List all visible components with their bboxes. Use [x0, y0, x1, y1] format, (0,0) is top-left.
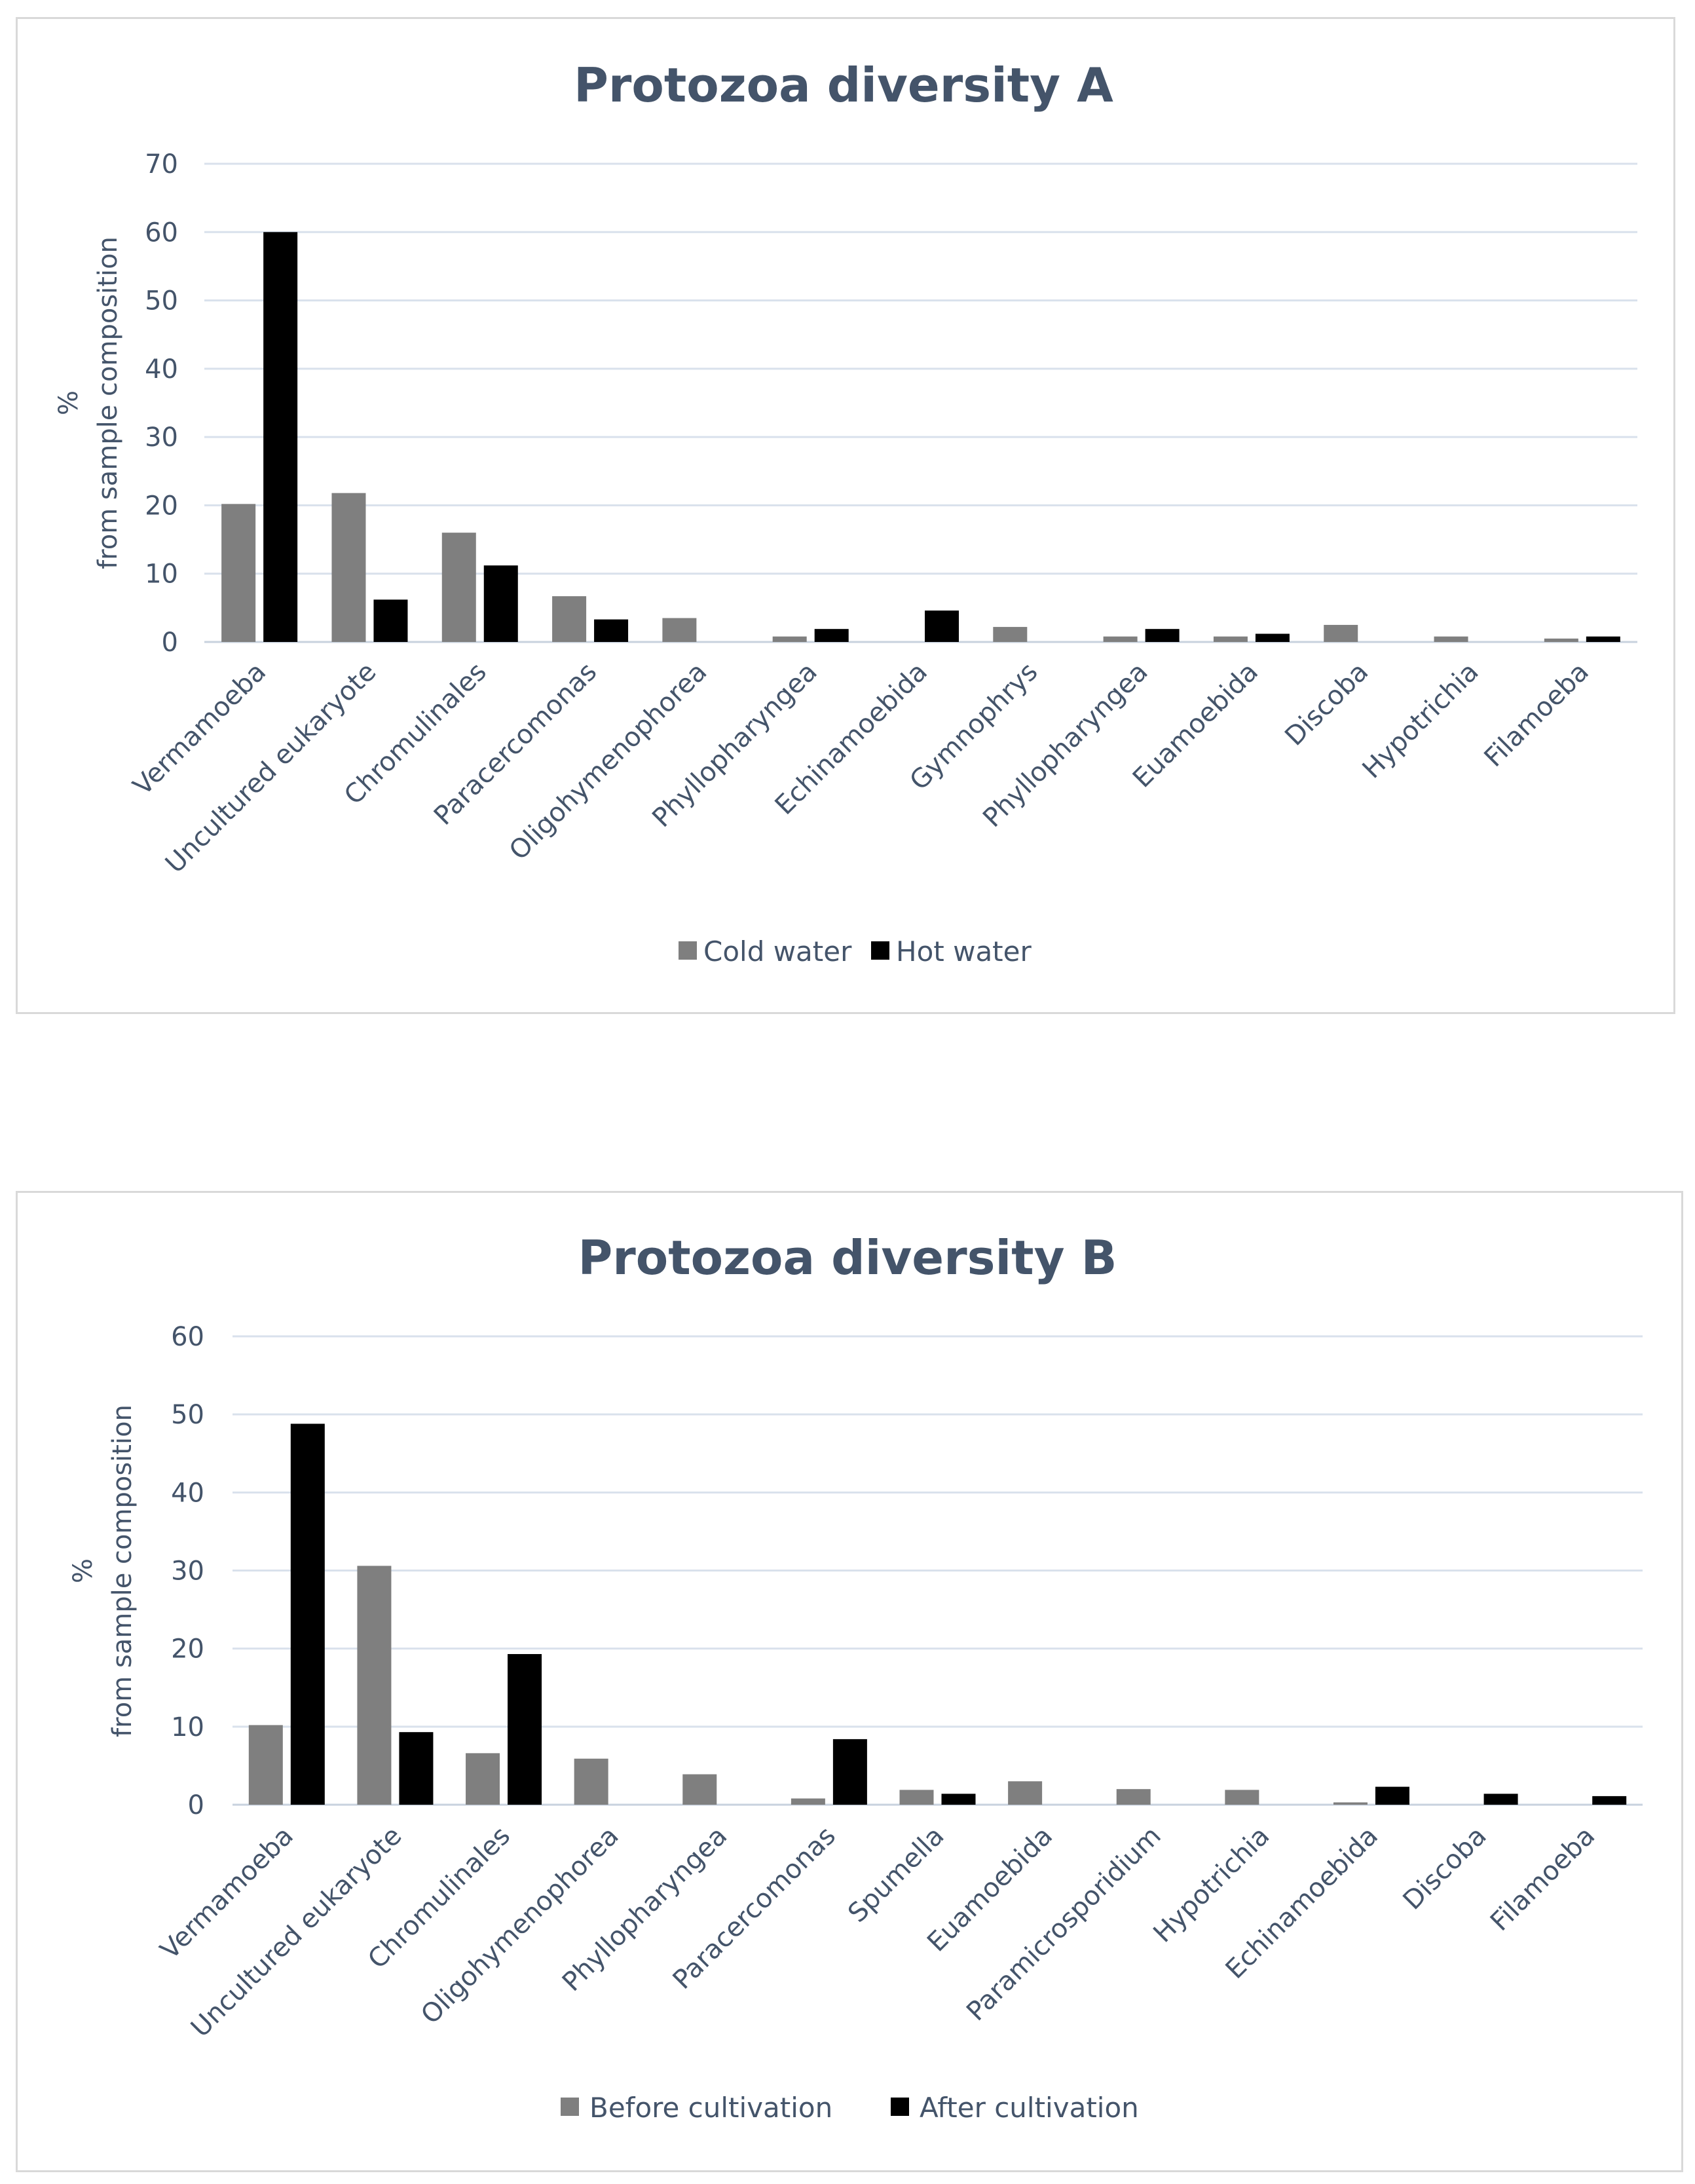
chart-a-y-tick-label: 70: [145, 149, 178, 179]
chart-a-bar-series1: [1103, 636, 1138, 642]
chart-a-y-tick-label: 40: [145, 354, 178, 385]
chart-a-bar-series2: [373, 599, 408, 642]
chart-a-bar-series1: [331, 493, 366, 642]
chart-b-bar-series1: [791, 1798, 825, 1805]
chart-b-bar-series2: [399, 1732, 434, 1805]
chart-b-y-axis-title-line2: from sample composition: [107, 1404, 138, 1737]
chart-a: Protozoa diversity A 0 10 20 30 40 50 60 70% from…: [54, 58, 1637, 968]
chart-b-bar-series1: [466, 1753, 500, 1805]
chart-b-bar-series1: [1225, 1790, 1259, 1805]
chart-b-y-tick-label: 30: [171, 1556, 204, 1587]
chart-a-y-tick-label: 50: [145, 286, 178, 316]
chart-b-bar-series1: [248, 1725, 283, 1805]
chart-a-bar-series1: [662, 618, 697, 642]
chart-b-bar-series1: [574, 1758, 608, 1805]
chart-a-bar-series1: [1324, 624, 1358, 642]
chart-a-title: Protozoa diversity A: [574, 58, 1113, 113]
chart-b-bar-series2: [290, 1423, 325, 1805]
chart-b-bar-series1: [682, 1774, 717, 1805]
chart-a-legend-label: Hot water: [896, 935, 1032, 968]
chart-b-bar-series2: [1375, 1786, 1409, 1805]
chart-b-legend-swatch: [891, 2098, 909, 2116]
chart-a-bar-series2: [1145, 629, 1180, 642]
chart-b-y-tick-label: 60: [171, 1322, 204, 1352]
chart-b-category-label: Uncultured eukaryote: [185, 1821, 408, 2044]
chart-b-bar-series2: [832, 1739, 867, 1805]
chart-b-bar-series2: [941, 1794, 976, 1805]
chart-a-y-axis-title-line1: %: [54, 390, 84, 415]
chart-b-y-axis-title-line1: %: [68, 1558, 98, 1583]
chart-a-bar-series2: [263, 232, 298, 642]
chart-b-bar-series1: [1008, 1781, 1043, 1805]
chart-a-legend-swatch: [679, 941, 697, 960]
chart-a-bar-series2: [1586, 636, 1620, 642]
chart-a-bar-series1: [221, 504, 256, 642]
chart-a-y-axis-title-line2: from sample composition: [93, 236, 123, 569]
chart-b-legend-swatch: [561, 2098, 579, 2116]
chart-a-bar-series1: [552, 596, 587, 642]
chart-b-y-tick-label: 50: [171, 1400, 204, 1430]
chart-b-category-label: Filamoeba: [1485, 1821, 1601, 1937]
chart-b-category-label: Oligohymenophorea: [415, 1821, 625, 2031]
chart-a-bar-series2: [925, 611, 959, 642]
chart-b-y-tick-label: 40: [171, 1478, 204, 1508]
chart-a-bar-series2: [1255, 633, 1290, 642]
chart-b-y-tick-label: 20: [171, 1634, 204, 1665]
chart-b-category-label: Paramicrosporidium: [961, 1821, 1167, 2027]
chart-b-y-tick-label: 10: [171, 1712, 204, 1742]
chart-b-bar-series1: [1116, 1789, 1151, 1805]
chart-b-bar-series2: [1483, 1794, 1518, 1805]
chart-b-category-label: Spumella: [842, 1821, 950, 1929]
chart-b-legend-label: Before cultivation: [589, 2092, 832, 2124]
chart-a-bar-series1: [1213, 636, 1248, 642]
chart-a-legend-label: Cold water: [703, 935, 852, 968]
chart-a-y-tick-label: 10: [145, 559, 178, 590]
chart-b-bar-series1: [1333, 1802, 1368, 1805]
chart-a-bar-series1: [993, 627, 1028, 642]
chart-b-bar-series2: [508, 1654, 542, 1805]
chart-a-bar-series1: [1434, 636, 1468, 642]
chart-b-bar-series1: [899, 1790, 934, 1805]
chart-b-title: Protozoa diversity B: [578, 1230, 1117, 1285]
chart-a-y-tick-label: 30: [145, 423, 178, 453]
chart-b-legend-label: After cultivation: [920, 2092, 1139, 2124]
chart-a-bar-series2: [594, 619, 629, 642]
chart-b-bar-series1: [357, 1566, 392, 1805]
chart-a-bar-series1: [772, 636, 807, 642]
chart-a-legend-swatch: [871, 941, 889, 960]
chart-a-bar-series2: [483, 565, 518, 642]
chart-a-bar-series1: [441, 533, 476, 642]
chart-a-y-tick-label: 60: [145, 217, 178, 248]
chart-a-y-tick-label: 20: [145, 491, 178, 521]
chart-a-bar-series1: [1544, 638, 1578, 642]
chart-b-category-label: Discoba: [1398, 1821, 1493, 1916]
chart-b-bar-series2: [1592, 1796, 1627, 1805]
chart-b-y-tick-label: 0: [188, 1790, 204, 1820]
chart-a-y-tick-label: 0: [162, 628, 178, 658]
chart-a-bar-series2: [814, 629, 849, 642]
